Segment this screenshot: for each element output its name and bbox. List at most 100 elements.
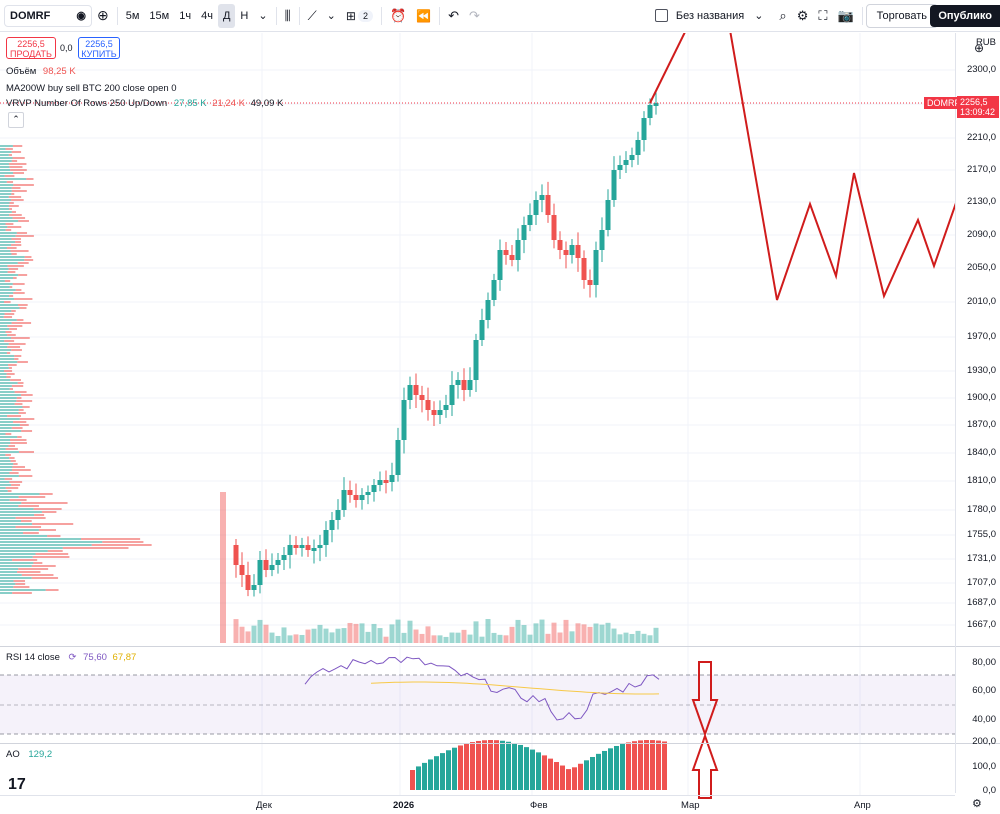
volume-profile-down-bar bbox=[6, 373, 15, 375]
volume-profile-up-bar bbox=[0, 541, 103, 543]
camera-icon: 📷 bbox=[837, 7, 854, 23]
candle-body bbox=[371, 485, 377, 492]
up-arrow-drawing[interactable] bbox=[691, 732, 719, 799]
volume-bar bbox=[575, 623, 581, 643]
volume-bar bbox=[515, 619, 521, 643]
volume-bar bbox=[281, 627, 287, 643]
ao-bar bbox=[488, 740, 493, 790]
interval-day[interactable]: Д bbox=[217, 3, 236, 28]
intervals-dropdown-button[interactable]: ⌄ bbox=[253, 4, 272, 28]
volume-profile-down-bar bbox=[13, 580, 26, 582]
volume-bar bbox=[341, 628, 347, 643]
undo-icon: ↶ bbox=[448, 7, 460, 23]
chart-type-button[interactable]: ⫼ bbox=[280, 4, 296, 28]
forecast-arrow-line[interactable] bbox=[649, 33, 686, 104]
candle-body bbox=[359, 495, 365, 500]
vrvp-legend[interactable]: VRVP Number Of Rows 250 Up/Down 27,85 K … bbox=[6, 98, 283, 109]
candle-body bbox=[641, 118, 647, 140]
symbol-search-button[interactable]: DOMRF ◉ bbox=[4, 4, 92, 27]
legend-collapse-button[interactable]: ⌃ bbox=[8, 112, 24, 128]
buy-button[interactable]: 2256,5 КУПИТЬ bbox=[78, 37, 120, 59]
volume-profile-down-bar bbox=[6, 181, 14, 183]
candle-body bbox=[341, 490, 347, 510]
ao-legend[interactable]: AO 129,2 bbox=[6, 749, 52, 760]
volume-bar bbox=[533, 623, 539, 643]
ao-bar bbox=[578, 763, 583, 790]
fullscreen-button[interactable]: ⛶ bbox=[813, 4, 832, 28]
redo-button[interactable]: ↷ bbox=[464, 4, 485, 28]
replay-button[interactable]: ⏪ bbox=[411, 4, 436, 28]
price-scale[interactable]: RUB 2300,0 2210,0 2170,0 2130,0 2090,0 2050,0… bbox=[955, 33, 1000, 796]
ao-bar bbox=[590, 756, 595, 790]
volume-legend[interactable]: Объём 98,25 K bbox=[6, 66, 76, 77]
currency-label[interactable]: RUB bbox=[975, 37, 996, 48]
undo-button[interactable]: ↶ bbox=[443, 4, 464, 28]
volume-profile-down-bar bbox=[4, 175, 15, 177]
volume-profile-down-bar bbox=[5, 448, 18, 450]
buy-label: КУПИТЬ bbox=[81, 49, 117, 59]
layout-name: Без названия bbox=[675, 9, 745, 22]
ao-tick-0: 0,0 bbox=[982, 785, 996, 796]
volume-profile-up-bar bbox=[0, 205, 9, 207]
volume-profile-down-bar bbox=[9, 481, 23, 483]
indicators-button[interactable]: ⟋ bbox=[303, 4, 322, 28]
volume-bar bbox=[245, 631, 251, 643]
candle-body bbox=[323, 530, 329, 545]
chart-canvas[interactable] bbox=[0, 33, 955, 813]
compare-add-button[interactable]: ⊕ bbox=[92, 4, 114, 28]
volume-bar bbox=[551, 622, 557, 643]
time-axis-settings-icon[interactable]: ⚙ bbox=[972, 798, 982, 810]
volume-profile-up-bar bbox=[0, 520, 21, 522]
volume-profile-down-bar bbox=[9, 457, 15, 459]
volume-profile-up-bar bbox=[0, 460, 11, 462]
alert-button[interactable]: ⏰ bbox=[385, 4, 411, 28]
volume-profile-down-bar bbox=[4, 478, 13, 480]
volume-bar bbox=[239, 626, 245, 643]
tradingview-logo-icon[interactable]: 17 bbox=[8, 776, 26, 793]
publish-button[interactable]: Опублико bbox=[930, 5, 1000, 27]
volume-profile-down-bar bbox=[7, 265, 24, 267]
volume-bar bbox=[593, 623, 599, 643]
layouts-button[interactable]: ⊞ 2 bbox=[341, 4, 378, 28]
volume-profile-down-bar bbox=[23, 532, 39, 534]
interval-15m[interactable]: 15м bbox=[149, 9, 170, 22]
rsi-legend[interactable]: RSI 14 close ⟳ 75,60 67,87 bbox=[6, 652, 136, 663]
ma-legend[interactable]: MA200W buy sell BTC 200 close open 0 bbox=[6, 83, 177, 94]
interval-4h[interactable]: 4ч bbox=[201, 9, 213, 22]
layout-name-button[interactable]: Без названия ⌄ bbox=[650, 4, 769, 28]
trade-button[interactable]: Торговать bbox=[865, 3, 938, 28]
volume-bar bbox=[220, 492, 226, 643]
volume-profile-up-bar bbox=[0, 286, 10, 288]
ao-bar bbox=[554, 762, 559, 790]
candle-body bbox=[245, 575, 251, 590]
interval-week[interactable]: Н bbox=[240, 9, 249, 22]
volume-profile-up-bar bbox=[0, 385, 12, 387]
quick-search-button[interactable]: ⌕ bbox=[774, 4, 791, 28]
interval-1h[interactable]: 1ч bbox=[179, 9, 192, 22]
time-axis[interactable]: Дек 2026 Фев Мар Апр bbox=[0, 795, 955, 814]
settings-button[interactable]: ⚙ bbox=[792, 4, 814, 28]
interval-5m[interactable]: 5м bbox=[125, 9, 140, 22]
volume-profile-down-bar bbox=[11, 484, 21, 486]
volume-profile-down-bar bbox=[18, 505, 39, 507]
price-tick: 1930,0 bbox=[966, 365, 996, 376]
layout-checkbox[interactable] bbox=[654, 9, 668, 22]
snapshot-button[interactable]: 📷 bbox=[832, 4, 858, 28]
forecast-zigzag-line[interactable] bbox=[729, 33, 955, 301]
scale-settings-icon[interactable]: ⊕ bbox=[974, 41, 985, 55]
volume-profile-up-bar bbox=[0, 241, 16, 243]
sell-button[interactable]: 2256,5 ПРОДАТЬ bbox=[6, 37, 56, 59]
chart-area[interactable] bbox=[0, 33, 955, 813]
volume-profile-down-bar bbox=[81, 538, 141, 540]
volume-profile-down-bar bbox=[33, 562, 43, 564]
pane-separator-ao[interactable] bbox=[0, 743, 1000, 744]
candle-body bbox=[473, 340, 479, 380]
volume-profile-down-bar bbox=[10, 337, 30, 339]
pane-separator-rsi[interactable] bbox=[0, 646, 1000, 647]
volume-profile-up-bar bbox=[0, 184, 14, 186]
volume-profile-up-bar bbox=[0, 547, 63, 549]
down-arrow-drawing[interactable] bbox=[691, 661, 719, 738]
indicators-dropdown-button[interactable]: ⌄ bbox=[322, 4, 341, 28]
divider bbox=[298, 6, 300, 25]
volume-bar bbox=[257, 619, 263, 643]
